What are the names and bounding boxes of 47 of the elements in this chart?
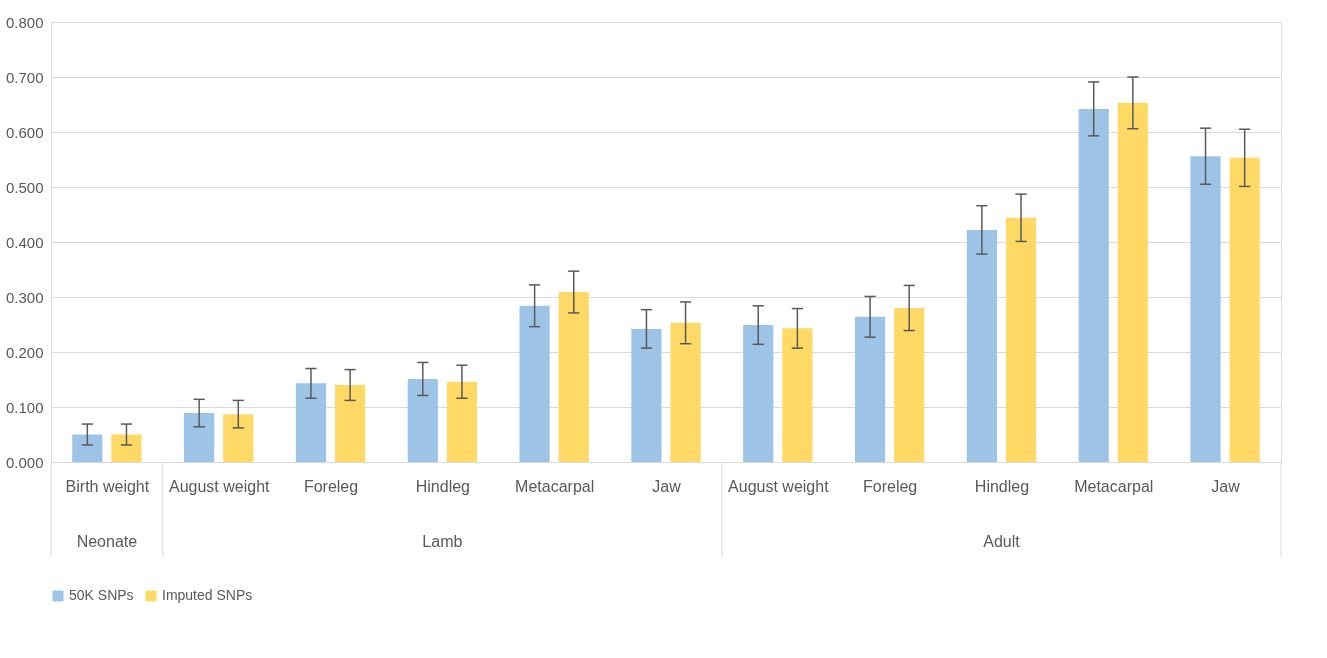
bar — [558, 292, 589, 462]
bar — [1190, 156, 1221, 462]
y-tick-label: 0.800 — [5, 13, 44, 31]
y-tick-label: 0.400 — [5, 233, 44, 251]
x-tick-label: Metacarpal — [515, 477, 595, 495]
x-tick-label: Foreleg — [863, 477, 918, 495]
bar — [894, 308, 925, 462]
bar — [446, 381, 478, 462]
text: Neonate — [76, 533, 138, 550]
x-tick-label: Jaw — [1211, 477, 1241, 495]
x-tick-label: Metacarpal — [1074, 477, 1154, 495]
bar — [335, 385, 366, 462]
y-tick-label: 0.000 — [5, 453, 44, 471]
bar — [407, 378, 438, 462]
legend-label: Imputed SNPs — [162, 587, 253, 603]
text: Adult — [983, 533, 1021, 550]
y-tick-label: 0.200 — [5, 343, 44, 361]
bar — [295, 383, 327, 462]
x-tick-label: Foreleg — [303, 477, 359, 495]
x-tick-label: Birth weight — [65, 477, 150, 495]
bar — [854, 316, 886, 462]
y-tick-label: 0.700 — [5, 68, 44, 86]
bar — [670, 322, 701, 462]
bar — [631, 328, 662, 462]
y-tick-label: 0.100 — [5, 398, 44, 416]
bar — [111, 434, 142, 462]
x-tick-label: Jaw — [652, 477, 682, 495]
text: Lamb — [422, 533, 463, 550]
bar — [184, 413, 215, 462]
bar — [223, 414, 254, 462]
x-tick-label: August weight — [728, 477, 830, 495]
bar — [966, 229, 997, 462]
bar — [1078, 108, 1109, 462]
legend-label: 50K SNPs — [69, 587, 134, 603]
bar — [1117, 102, 1148, 462]
bar — [743, 325, 774, 462]
x-tick-label: Hindleg — [974, 477, 1030, 495]
x-tick-label: Hindleg — [415, 477, 470, 495]
y-tick-label: 0.500 — [5, 178, 44, 196]
y-tick-label: 0.300 — [5, 288, 44, 306]
bar — [72, 434, 103, 462]
bar — [1229, 157, 1260, 462]
x-tick-label: August weight — [168, 477, 271, 495]
bar — [519, 305, 550, 462]
y-tick-label: 0.600 — [5, 123, 44, 141]
bar — [782, 328, 813, 462]
bar — [1005, 217, 1037, 462]
